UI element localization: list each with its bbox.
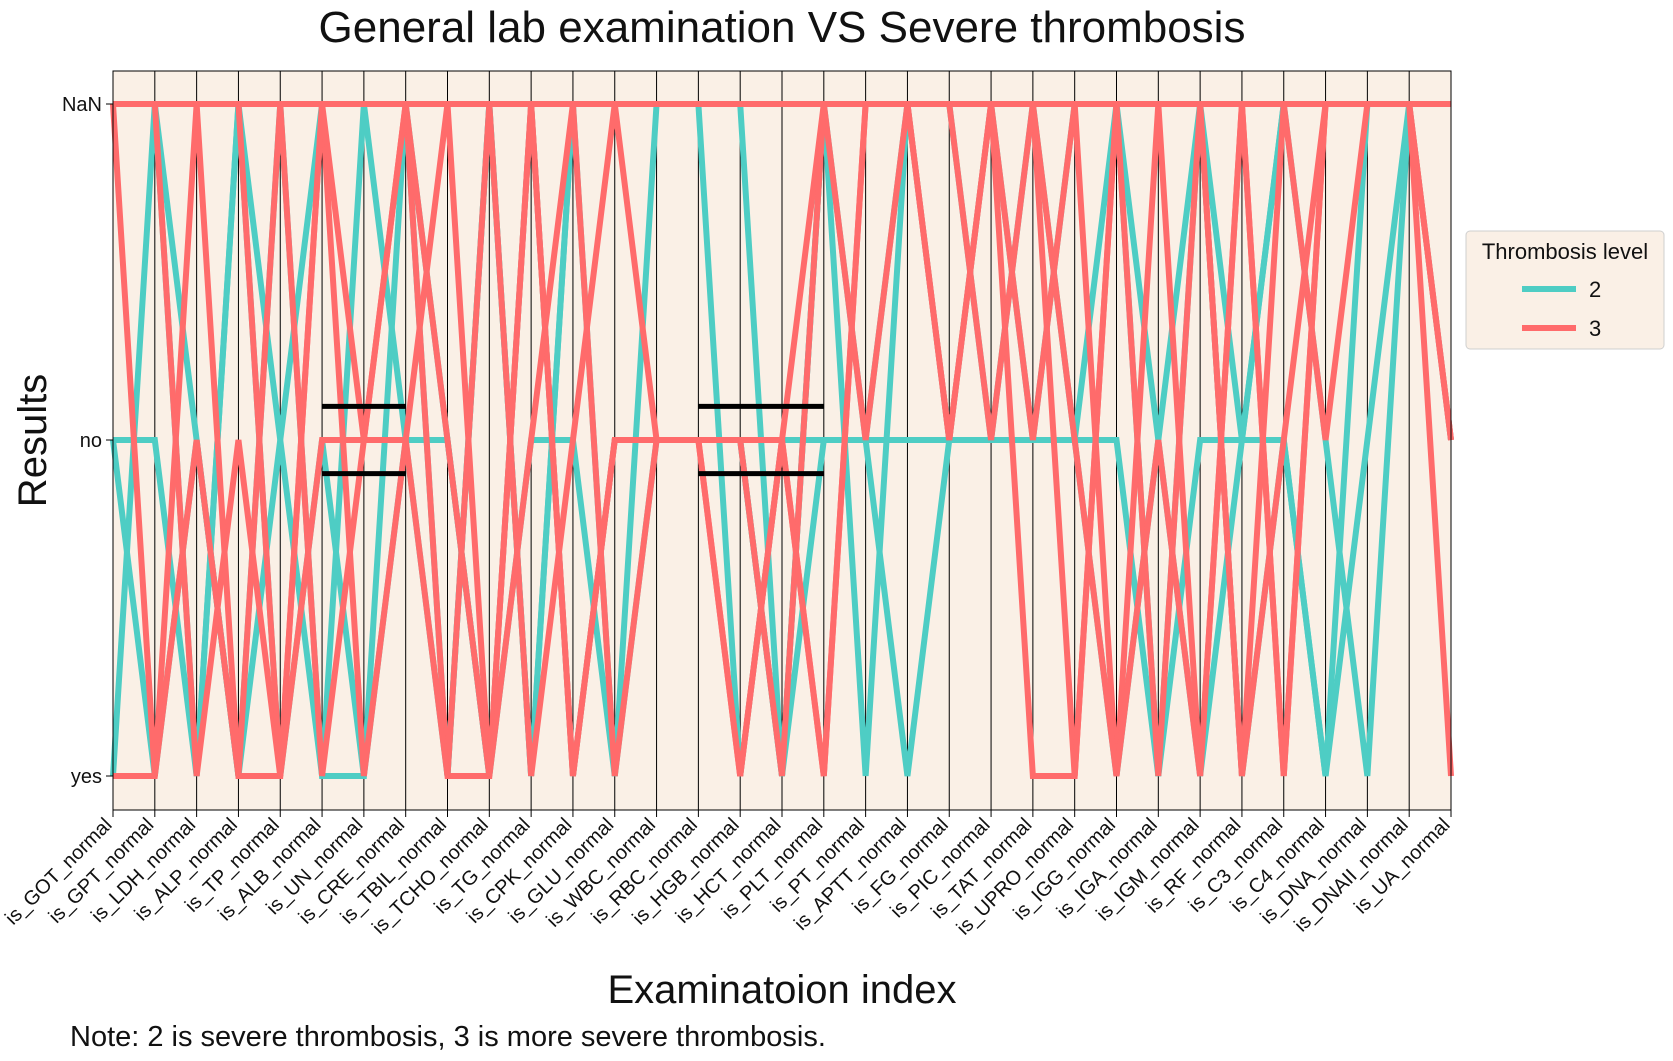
reference-lines (322, 403, 824, 477)
chart-note: Note: 2 is severe thrombosis, 3 is more … (70, 1021, 826, 1053)
legend-label-3: 3 (1589, 316, 1601, 341)
x-axis: is_GOT_normalis_GPT_normalis_LDH_normali… (1, 810, 1455, 940)
y-tick-label: NaN (62, 94, 102, 116)
series-line-3 (113, 101, 1451, 777)
y-axis: yes no NaN (62, 94, 113, 788)
y-axis-label: Results (11, 374, 55, 507)
y-tick-label: no (80, 430, 102, 452)
legend-title: Thrombosis level (1482, 239, 1648, 264)
y-tick-label: yes (71, 766, 102, 788)
x-axis-label: Examinatoion index (607, 968, 956, 1012)
legend: Thrombosis level 2 3 (1465, 230, 1665, 350)
chart-title: General lab examination VS Severe thromb… (319, 3, 1246, 52)
series-layer (110, 101, 1454, 779)
legend-label-2: 2 (1589, 277, 1601, 302)
series-line-3 (110, 101, 1454, 779)
